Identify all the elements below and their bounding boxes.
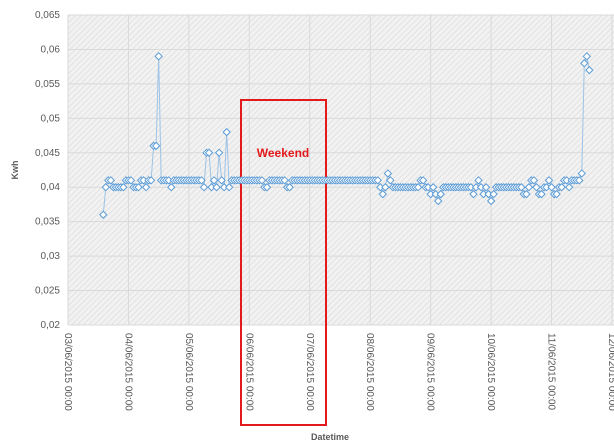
y-axis-label: Kwh [10, 161, 20, 180]
plot-area [68, 15, 614, 325]
data-point [126, 176, 136, 185]
data-point [154, 52, 163, 61]
data-point [580, 59, 589, 68]
data-point [141, 183, 151, 192]
data-point [585, 65, 594, 75]
data-point [119, 183, 128, 192]
data-point [532, 183, 541, 192]
data-point [469, 189, 478, 199]
data-point [517, 183, 526, 192]
x-tick-label: 08/06/2015 00:00 [364, 333, 375, 411]
data-point [486, 196, 496, 206]
data-point [386, 176, 395, 185]
data-point [434, 196, 443, 206]
data-point [524, 183, 534, 192]
data-point [285, 183, 294, 192]
y-tick-label: 0,06 [41, 44, 61, 55]
data-point [381, 183, 390, 192]
data-point [544, 176, 554, 185]
y-tick-label: 0,025 [35, 286, 60, 297]
data-point [552, 189, 561, 199]
y-tick-label: 0,045 [35, 148, 60, 159]
data-point [214, 148, 224, 157]
data-point [204, 148, 214, 157]
annotation: Weekend [257, 146, 309, 160]
data-point [212, 183, 221, 192]
y-tick-label: 0,02 [41, 320, 61, 331]
data-point [418, 176, 428, 185]
data-point [489, 189, 498, 199]
data-point [547, 183, 556, 192]
data-point [537, 189, 546, 199]
data-point [564, 183, 574, 192]
data-point [106, 176, 116, 185]
x-tick-label: 06/06/2015 00:00 [243, 333, 254, 411]
data-point [224, 183, 234, 192]
data-point [577, 169, 586, 178]
data-point [197, 176, 206, 185]
x-tick-label: 09/06/2015 00:00 [425, 333, 436, 411]
x-tick-label: 03/06/2015 00:00 [62, 333, 73, 411]
data-point [134, 183, 143, 192]
data-point [383, 169, 393, 178]
y-tick-label: 0,04 [41, 182, 61, 193]
y-tick-label: 0,055 [35, 79, 60, 90]
data-point [413, 183, 423, 192]
data-point [217, 176, 226, 185]
data-point [378, 189, 388, 199]
x-tick-label: 07/06/2015 00:00 [304, 333, 315, 411]
data-point [582, 52, 592, 61]
data-point [436, 189, 445, 199]
data-point [199, 183, 209, 192]
x-tick-label: 05/06/2015 00:00 [183, 333, 194, 411]
x-tick-label: 12/06/2015 00:00 [606, 333, 614, 411]
x-tick-label: 11/06/2015 00:00 [546, 333, 557, 411]
data-point [209, 176, 219, 185]
data-point [428, 183, 438, 192]
data-point [373, 176, 382, 185]
weekend-box [240, 99, 327, 426]
data-point [262, 183, 272, 192]
data-point [99, 210, 108, 219]
x-tick-label: 04/06/2015 00:00 [122, 333, 133, 411]
data-point [257, 176, 267, 185]
data-point [575, 176, 584, 185]
x-tick-label: 10/06/2015 00:00 [485, 333, 496, 411]
data-point [557, 183, 566, 192]
y-tick-label: 0,065 [35, 10, 60, 21]
y-tick-label: 0,05 [41, 113, 61, 124]
data-point [101, 183, 110, 192]
data-point [529, 176, 539, 185]
data-point [151, 141, 161, 151]
data-point [146, 176, 156, 185]
data-point [522, 189, 531, 199]
y-tick-label: 0,03 [41, 251, 61, 262]
data-point [481, 183, 491, 192]
x-axis-label: Datetime [311, 432, 349, 442]
y-tick-label: 0,035 [35, 217, 60, 228]
data-point [222, 127, 231, 137]
data-point [167, 183, 176, 192]
data-point [280, 176, 289, 185]
data-point [474, 176, 483, 185]
